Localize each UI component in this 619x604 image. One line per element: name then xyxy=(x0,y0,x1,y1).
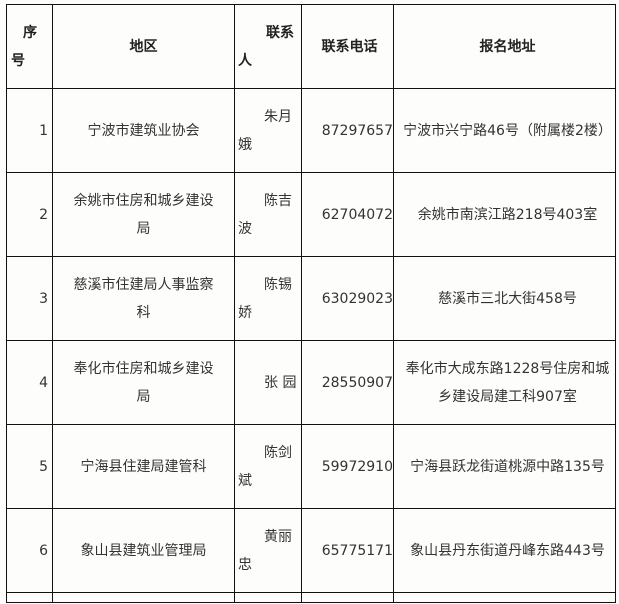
cell-region: 象山县建筑业管理局 xyxy=(52,508,235,593)
cell-contact: 陈剑斌 xyxy=(234,424,302,509)
cell-address: 余姚市南滨江路218号403室 xyxy=(393,172,616,257)
cell-phone: 87297657 xyxy=(301,88,394,173)
cell-region: 慈溪市住建局人事监察科 xyxy=(52,256,235,341)
cell-address: 奉化市大成东路1228号住房和城乡建设局建工科907室 xyxy=(393,340,616,425)
table-row: 4 奉化市住房和城乡建设局张 园 28550907 奉化市大成东路1228号住房和城乡… xyxy=(6,340,616,425)
cell-phone: 28550907 xyxy=(301,340,394,425)
cell-address: 象山县丹东街道丹峰东路443号 xyxy=(393,508,616,593)
cell-no: 2 xyxy=(6,172,53,257)
table-row: 1 宁波市建筑业协会 朱月娥 87297657 宁波市兴宁路46号（附属楼2楼） xyxy=(6,88,616,173)
cell-contact: 张 园 xyxy=(234,340,302,425)
cell-contact: 陈吉波 xyxy=(234,172,302,257)
cell-contact: 黄丽忠 xyxy=(234,508,302,593)
cell-phone: 62704072 xyxy=(301,172,394,257)
cell-phone: 65775171 xyxy=(301,508,394,593)
cell-contact: 朱月娥 xyxy=(234,88,302,173)
cell-region: 宁波市建筑业协会 xyxy=(52,88,235,173)
table-row: 5 宁海县住建局建管科 陈剑斌 59972910 宁海县跃龙街道桃源中路135号 xyxy=(6,424,616,509)
cell-contact: 陈锡娇 xyxy=(234,256,302,341)
header-row: 序号 地区 联系人 联系电话 报名地址 xyxy=(6,4,616,89)
cell-region: 奉化市住房和城乡建设局 xyxy=(52,340,235,425)
table-row-partial xyxy=(6,592,616,603)
cell-no: 3 xyxy=(6,256,53,341)
registration-table: 序号 地区 联系人 联系电话 报名地址 1 宁波市建筑业协会 朱月娥 87297657… xyxy=(6,4,616,603)
cell-no: 1 xyxy=(6,88,53,173)
cell-no: 5 xyxy=(6,424,53,509)
cell-region: 余姚市住房和城乡建设局 xyxy=(52,172,235,257)
header-region: 地区 xyxy=(52,4,235,89)
cell-no: 6 xyxy=(6,508,53,593)
table-row: 3 慈溪市住建局人事监察科 陈锡娇 63029023 慈溪市三北大街458号 xyxy=(6,256,616,341)
table-row: 6 象山县建筑业管理局 黄丽忠 65775171 象山县丹东街道丹峰东路443号 xyxy=(6,508,616,593)
header-no: 序号 xyxy=(6,4,53,89)
header-phone: 联系电话 xyxy=(301,4,394,89)
cell-address: 宁海县跃龙街道桃源中路135号 xyxy=(393,424,616,509)
cell-region: 宁海县住建局建管科 xyxy=(52,424,235,509)
cell-phone: 59972910 xyxy=(301,424,394,509)
cell-phone: 63029023 xyxy=(301,256,394,341)
cell-address: 慈溪市三北大街458号 xyxy=(393,256,616,341)
table-row: 2 余姚市住房和城乡建设局 陈吉波 62704072 余姚市南滨江路218号403室 xyxy=(6,172,616,257)
header-contact: 联系人 xyxy=(234,4,302,89)
header-address: 报名地址 xyxy=(393,4,616,89)
cell-no: 4 xyxy=(6,340,53,425)
cell-address: 宁波市兴宁路46号（附属楼2楼） xyxy=(393,88,616,173)
